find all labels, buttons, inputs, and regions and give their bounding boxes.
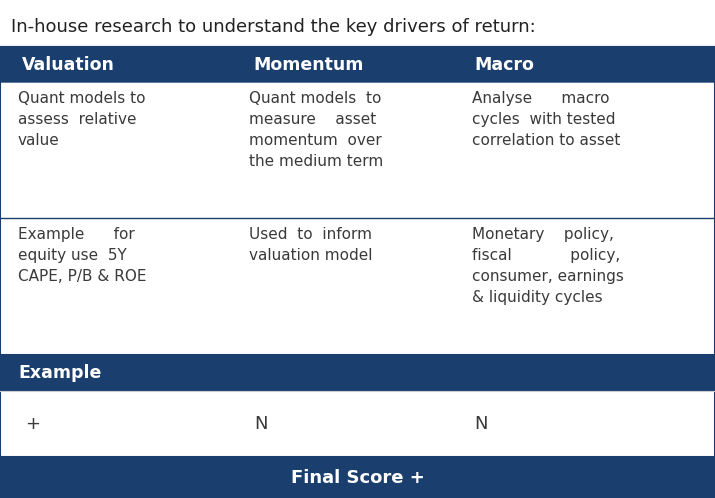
FancyBboxPatch shape xyxy=(0,457,715,498)
Text: Macro: Macro xyxy=(474,56,534,74)
Text: Quant models to
assess  relative
value: Quant models to assess relative value xyxy=(18,91,145,148)
FancyBboxPatch shape xyxy=(0,391,715,457)
Text: Final Score +: Final Score + xyxy=(290,469,425,487)
Text: Momentum: Momentum xyxy=(254,56,364,74)
FancyBboxPatch shape xyxy=(0,47,715,82)
Text: Quant models  to
measure    asset
momentum  over
the medium term: Quant models to measure asset momentum o… xyxy=(249,91,383,169)
Text: Valuation: Valuation xyxy=(21,56,114,74)
FancyBboxPatch shape xyxy=(0,82,715,355)
Text: +: + xyxy=(25,415,40,433)
Text: N: N xyxy=(254,415,267,433)
Text: Example      for
equity use  5Y
CAPE, P/B & ROE: Example for equity use 5Y CAPE, P/B & RO… xyxy=(18,227,147,284)
Text: Analyse      macro
cycles  with tested
correlation to asset: Analyse macro cycles with tested correla… xyxy=(472,91,621,148)
Text: Monetary    policy,
fiscal            policy,
consumer, earnings
& liquidity cyc: Monetary policy, fiscal policy, consumer… xyxy=(472,227,623,305)
Text: Example: Example xyxy=(18,364,102,382)
Text: In-house research to understand the key drivers of return:: In-house research to understand the key … xyxy=(11,18,536,36)
Text: Used  to  inform
valuation model: Used to inform valuation model xyxy=(249,227,373,263)
Text: N: N xyxy=(474,415,488,433)
FancyBboxPatch shape xyxy=(0,355,715,391)
